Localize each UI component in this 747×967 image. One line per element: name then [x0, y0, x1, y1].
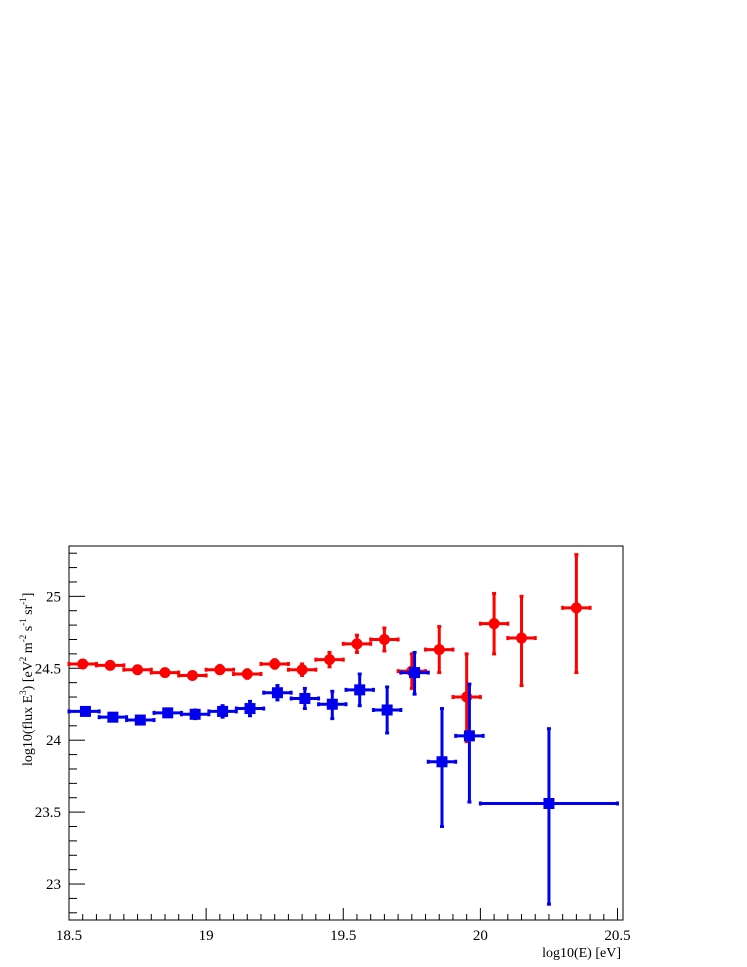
circle-marker [186, 669, 198, 681]
circle-marker [77, 658, 89, 670]
x-tick-label: 18.5 [56, 928, 82, 944]
circle-marker [159, 667, 171, 679]
circle-marker [488, 618, 500, 630]
data-point [232, 668, 263, 680]
data-point [561, 553, 592, 675]
circle-marker [269, 658, 281, 670]
data-point [424, 625, 455, 675]
data-point [122, 664, 153, 676]
data-point [317, 689, 348, 721]
square-marker [299, 692, 311, 704]
data-point [454, 682, 485, 804]
circle-marker [378, 634, 390, 645]
data-point [259, 658, 290, 670]
circle-marker [104, 659, 116, 671]
circle-marker [296, 664, 308, 676]
data-point [426, 707, 458, 828]
square-marker [463, 730, 475, 742]
square-marker [134, 714, 146, 726]
data-point [371, 685, 403, 735]
data-point [177, 669, 208, 681]
plot-frame [68, 545, 624, 921]
data-point [451, 652, 482, 744]
data-point [179, 708, 211, 721]
data-series [67, 553, 620, 906]
square-marker [381, 704, 393, 716]
data-point [67, 658, 98, 670]
square-marker [354, 684, 366, 696]
data-point [344, 672, 375, 708]
data-point [152, 707, 183, 719]
circle-marker [351, 638, 363, 650]
circle-marker [241, 668, 253, 680]
data-point [399, 650, 430, 696]
y-axis-label: log10(flux E3) [eV2 m-2 s-1 sr-1] [18, 593, 36, 766]
x-tick-label: 20.5 [604, 928, 630, 944]
x-axis-label: log10(E) [eV] [542, 946, 621, 961]
circle-marker [214, 664, 226, 676]
square-marker [189, 708, 201, 720]
data-point [314, 650, 345, 669]
data-point [67, 705, 101, 717]
data-point [478, 727, 620, 906]
data-point [149, 667, 181, 679]
data-point [125, 714, 156, 726]
square-marker [271, 687, 283, 699]
data-point [341, 633, 373, 654]
square-marker [107, 711, 119, 723]
data-point [97, 711, 129, 723]
x-tick-label: 20 [473, 928, 488, 944]
circle-marker [324, 654, 336, 666]
data-point [369, 626, 400, 653]
circle-marker [433, 644, 445, 656]
data-point [289, 686, 321, 711]
square-marker [244, 703, 256, 715]
x-axis: 18.5 19 19.5 20 20.5 [56, 908, 631, 944]
square-marker [79, 705, 91, 717]
y-tick-label: 25 [46, 589, 61, 605]
x-tick-label: 19 [199, 928, 214, 944]
y-tick-label: 24 [46, 733, 62, 749]
circle-marker [570, 602, 582, 614]
circle-marker [132, 664, 144, 676]
data-point [506, 594, 537, 688]
x-tick-label: 19.5 [330, 928, 356, 944]
data-point [207, 704, 238, 719]
y-axis: 23 23.5 24 24.5 25 [35, 552, 85, 914]
data-point [262, 684, 293, 702]
square-marker [217, 705, 229, 717]
y-tick-label: 24.5 [35, 661, 61, 677]
data-point [478, 591, 510, 656]
square-marker [162, 707, 174, 719]
data-point [94, 659, 126, 671]
square-marker [436, 756, 448, 768]
data-point [204, 663, 236, 676]
circle-marker [516, 632, 528, 644]
data-point [286, 662, 318, 677]
y-tick-label: 23.5 [35, 805, 61, 821]
y-tick-label: 23 [46, 877, 61, 893]
square-marker [409, 667, 421, 679]
square-marker [326, 698, 338, 710]
square-marker [543, 797, 555, 809]
data-point [234, 699, 266, 718]
